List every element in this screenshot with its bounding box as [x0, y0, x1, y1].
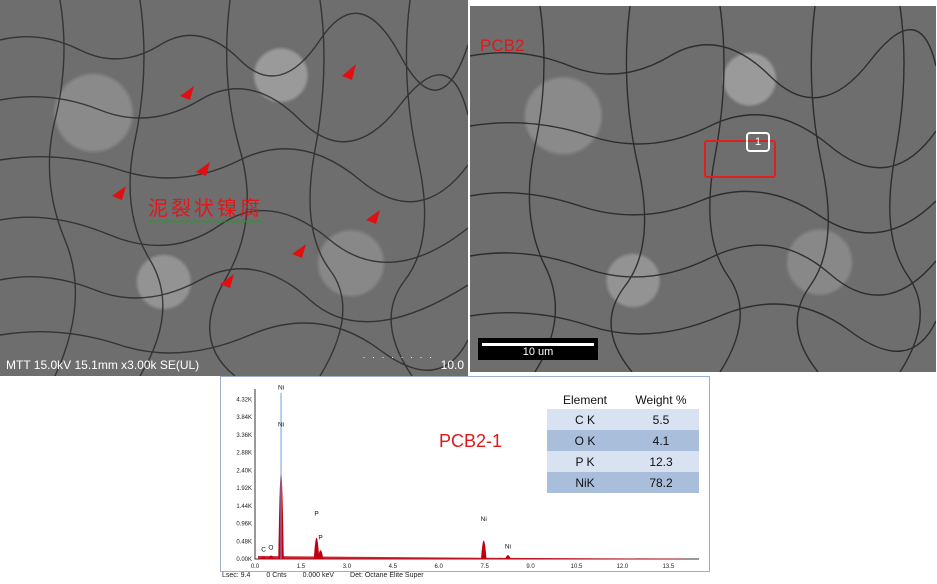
sem-info-right: 10.0 — [440, 358, 464, 372]
spectrum-peak — [268, 555, 274, 559]
eds-footer: Lsec: 9.4 0 Cnts 0.000 keV Det: Octane E… — [222, 572, 438, 579]
corrosion-annotation: 泥裂状镍腐 — [148, 196, 263, 220]
y-tick-label: 3.84K — [236, 415, 252, 421]
y-tick-label: 2.88K — [236, 451, 252, 457]
element-cell: NiK — [547, 472, 623, 493]
y-tick-label: 0.48K — [236, 539, 252, 545]
x-tick-label: 4.5 — [389, 564, 398, 570]
footer-lsec: Lsec: 9.4 — [222, 572, 251, 579]
sem-image-right: PCB2 1 10 um — [470, 6, 936, 372]
peak-label: P — [314, 510, 318, 517]
composition-table: Element Weight % C K 5.5 O K 4.1 P K 12.… — [547, 391, 699, 493]
header-element: Element — [562, 393, 608, 407]
grain-texture — [0, 0, 468, 376]
spectrum-peak — [313, 537, 320, 559]
element-cell: O K — [547, 430, 623, 451]
peak-label: P — [318, 534, 322, 541]
x-tick-label: 3.0 — [343, 564, 352, 570]
peak-label: O — [268, 544, 273, 551]
footer-kev: 0.000 keV — [302, 572, 335, 579]
table-row: NiK 78.2 — [547, 472, 699, 493]
scale-bar-line — [482, 343, 594, 346]
table-row: P K 12.3 — [547, 451, 699, 472]
x-tick-label: 12.0 — [617, 564, 629, 570]
sem-image-left: 泥裂状镍腐 · · · · · · · · MTT 15.0kV 15.1mm … — [0, 0, 468, 376]
sem-info-text: MTT 15.0kV 15.1mm x3.00k SE(UL) — [6, 358, 200, 372]
grain-texture — [470, 6, 936, 372]
spectrum-peak — [480, 540, 487, 559]
y-tick-label: 1.44K — [236, 504, 252, 510]
eds-spectrum-chart: 0.00K 0.48K 0.96K 1.44K 1.92K 2.40K 2.88K 3.36K… — [236, 385, 699, 570]
header-weight: Weight % — [635, 393, 687, 407]
weight-cell: 12.3 — [623, 451, 699, 472]
x-tick-label: 10.5 — [571, 564, 583, 570]
y-tick-label: 1.92K — [236, 486, 252, 492]
spectrum-peak — [260, 556, 267, 559]
scale-ticks: · · · · · · · · — [362, 352, 434, 362]
peak-label: Ni — [481, 516, 487, 523]
spectrum-peak — [317, 550, 324, 559]
spectrum-background — [258, 556, 684, 559]
footer-det: Det: Octane Elite Super — [350, 572, 424, 579]
weight-cell: 4.1 — [623, 430, 699, 451]
x-tick-label: 6.0 — [435, 564, 444, 570]
eds-spectrum-panel: 0.00K 0.48K 0.96K 1.44K 1.92K 2.40K 2.88K 3.36K… — [220, 376, 710, 572]
sample-label: PCB2 — [480, 36, 525, 55]
table-row: O K 4.1 — [547, 430, 699, 451]
weight-cell: 78.2 — [623, 472, 699, 493]
x-tick-label: 9.0 — [526, 564, 535, 570]
eds-title: PCB2-1 — [439, 431, 503, 451]
element-cell: P K — [547, 451, 623, 472]
peak-label: Ni — [505, 544, 511, 551]
spectrum-peak — [505, 555, 511, 559]
x-tick-label: 0.0 — [251, 564, 260, 570]
element-cell: C K — [547, 409, 623, 430]
y-tick-label: 0.00K — [236, 557, 252, 563]
footer-cnts: 0 Cnts — [266, 572, 287, 579]
x-tick-label: 13.5 — [663, 564, 675, 570]
x-tick-label: 1.5 — [297, 564, 306, 570]
y-tick-label: 4.32K — [236, 397, 252, 403]
analysis-region-box — [704, 140, 776, 178]
table-row: C K 5.5 — [547, 409, 699, 430]
x-tick-label: 7.5 — [480, 564, 489, 570]
peak-label: Ni — [278, 385, 284, 392]
weight-cell: 5.5 — [623, 409, 699, 430]
peak-label: C — [261, 547, 266, 554]
scale-bar: 10 um — [478, 338, 598, 360]
y-tick-label: 2.40K — [236, 468, 252, 474]
scale-bar-text: 10 um — [522, 346, 554, 358]
y-tick-label: 3.36K — [236, 433, 252, 439]
analysis-point-number: 1 — [746, 132, 770, 152]
peak-label: Ni — [278, 422, 284, 429]
y-tick-label: 0.96K — [236, 522, 252, 528]
